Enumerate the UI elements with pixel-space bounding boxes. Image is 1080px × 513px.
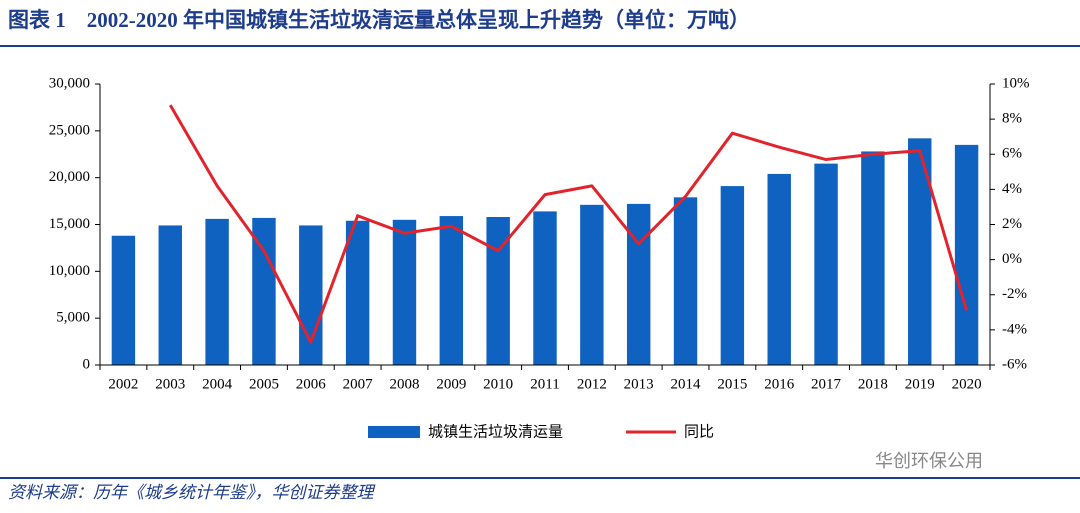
- bar: [486, 217, 510, 365]
- legend-swatch: [368, 426, 420, 438]
- x-tick-label: 2015: [717, 376, 747, 392]
- x-tick-label: 2020: [952, 376, 982, 392]
- x-tick-label: 2005: [249, 376, 279, 392]
- y2-tick-label: 10%: [1002, 75, 1030, 91]
- y-tick-label: 5,000: [56, 310, 90, 326]
- y-tick-label: 30,000: [49, 75, 90, 91]
- x-tick-label: 2004: [202, 376, 233, 392]
- bar: [720, 186, 745, 365]
- x-tick-label: 2017: [811, 376, 842, 392]
- x-tick-label: 2012: [577, 376, 607, 392]
- y-tick-label: 10,000: [49, 263, 90, 279]
- y2-tick-label: 0%: [1002, 251, 1022, 267]
- legend-label: 城镇生活垃圾清运量: [428, 423, 563, 441]
- legend-label: 同比: [684, 423, 714, 441]
- bar: [205, 218, 229, 365]
- x-tick-label: 2016: [764, 376, 795, 392]
- x-tick-label: 2003: [155, 376, 185, 392]
- bar: [954, 144, 979, 365]
- bar: [252, 217, 276, 365]
- bar: [111, 235, 136, 365]
- bar: [861, 151, 885, 365]
- x-tick-label: 2009: [436, 376, 466, 392]
- y2-tick-label: 2%: [1002, 216, 1022, 232]
- x-tick-label: 2002: [108, 376, 138, 392]
- bar: [580, 204, 604, 365]
- bar: [908, 138, 932, 365]
- x-tick-label: 2011: [530, 376, 559, 392]
- x-tick-label: 2010: [483, 376, 513, 392]
- y2-tick-label: 6%: [1002, 146, 1022, 162]
- bar: [392, 219, 417, 365]
- bar: [439, 216, 464, 365]
- x-tick-label: 2013: [624, 376, 654, 392]
- x-tick-label: 2018: [858, 376, 888, 392]
- y2-tick-label: 4%: [1002, 181, 1022, 197]
- source-note: 资料来源：历年《城乡统计年鉴》，华创证券整理: [8, 483, 375, 502]
- watermark: 华创环保公用: [875, 451, 983, 472]
- y-tick-label: 15,000: [49, 216, 90, 232]
- y-tick-label: 20,000: [49, 169, 90, 185]
- x-tick-label: 2019: [905, 376, 935, 392]
- line: [168, 104, 969, 344]
- bar: [158, 225, 182, 365]
- y2-tick-label: -2%: [1002, 286, 1027, 302]
- x-tick-label: 2007: [343, 376, 374, 392]
- x-tick-label: 2006: [296, 376, 327, 392]
- bar: [533, 211, 557, 365]
- chart-title: 图表 1 2002-2020 年中国城镇生活垃圾清运量总体呈现上升趋势（单位：万…: [8, 8, 750, 32]
- x-tick-label: 2014: [671, 376, 702, 392]
- y2-tick-label: 8%: [1002, 111, 1022, 127]
- bar: [345, 220, 370, 365]
- x-tick-label: 2008: [389, 376, 419, 392]
- y-tick-label: 0: [83, 356, 91, 372]
- y2-tick-label: -4%: [1002, 321, 1027, 337]
- bar: [814, 163, 838, 365]
- bar: [299, 225, 323, 365]
- bar: [626, 203, 651, 365]
- y2-tick-label: -6%: [1002, 356, 1027, 372]
- bar: [767, 173, 791, 365]
- y-tick-label: 25,000: [49, 122, 90, 138]
- bar: [673, 197, 698, 365]
